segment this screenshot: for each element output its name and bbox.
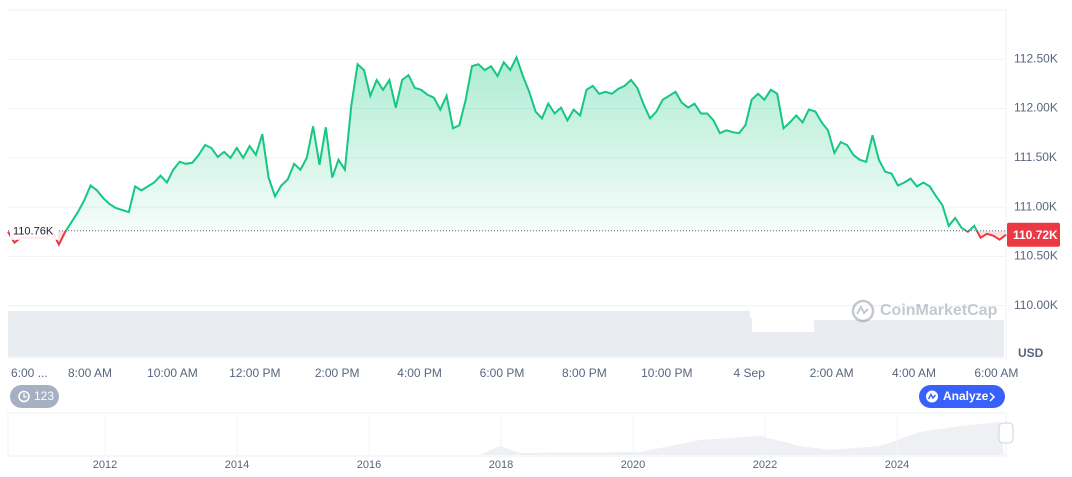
x-tick-label: 4:00 PM: [397, 366, 442, 380]
x-tick-label: 6:00 ...: [11, 366, 48, 380]
x-tick-label: 2:00 AM: [810, 366, 854, 380]
navigator-year: 2016: [357, 459, 381, 471]
area-up: [8, 57, 1006, 231]
y-unit: USD: [1018, 346, 1044, 360]
navigator-year: 2024: [885, 459, 909, 471]
x-tick-label: 8:00 AM: [68, 366, 112, 380]
y-tick-label: 110.50K: [1014, 249, 1058, 263]
history-count: 123: [34, 389, 54, 403]
navigator-handle[interactable]: [998, 422, 1014, 444]
y-tick-label: 111.50K: [1014, 150, 1057, 164]
x-tick-label: 10:00 AM: [147, 366, 198, 380]
reference-label: 110.76K: [13, 226, 54, 238]
x-tick-label: 4:00 AM: [892, 366, 936, 380]
navigator: [7, 412, 1014, 457]
price-box: [1007, 222, 1060, 247]
price-label: 110.72K: [1013, 228, 1058, 242]
x-tick-label: 6:00 AM: [974, 366, 1018, 380]
x-labels: 6:00 ... 8:00 AM 10:00 AM 12:00 PM 2:00 PM 4:…: [11, 366, 1018, 380]
area: [8, 57, 1006, 245]
y-tick-label: 111.00K: [1014, 199, 1057, 213]
analyze-text: Analyze: [943, 389, 989, 403]
y-tick-label: 112.50K: [1014, 51, 1058, 65]
x-tick-label: 4 Sep: [734, 366, 766, 380]
analyze-button[interactable]: Analyze: [919, 385, 1005, 408]
y-tick-label: 110.00K: [1014, 298, 1058, 312]
reference-box: [10, 221, 58, 240]
price-line: [52, 54, 978, 231]
lines: [7, 54, 1007, 247]
navigator-year: 2018: [489, 459, 513, 471]
x-tick-label: 6:00 PM: [480, 366, 525, 380]
navigator-year: 2012: [93, 459, 117, 471]
navigator-year: 2014: [225, 459, 249, 471]
y-tick-label: 112.00K: [1014, 101, 1058, 115]
x-tick-label: 2:00 PM: [315, 366, 360, 380]
navigator-area: [8, 422, 1004, 455]
x-tick-label: 10:00 PM: [641, 366, 692, 380]
watermark-text: CoinMarketCap: [880, 302, 998, 319]
navigator-year: 2020: [621, 459, 645, 471]
history-button[interactable]: 123: [10, 385, 59, 408]
navigator-year: 2022: [753, 459, 777, 471]
navigator-years: 2012 2014 2016 2018 2020 2022 2024: [93, 414, 909, 471]
volume-area: [8, 311, 1004, 357]
watermark: CoinMarketCap: [851, 299, 998, 323]
x-tick-label: 8:00 PM: [562, 366, 607, 380]
x-tick-label: 12:00 PM: [229, 366, 280, 380]
